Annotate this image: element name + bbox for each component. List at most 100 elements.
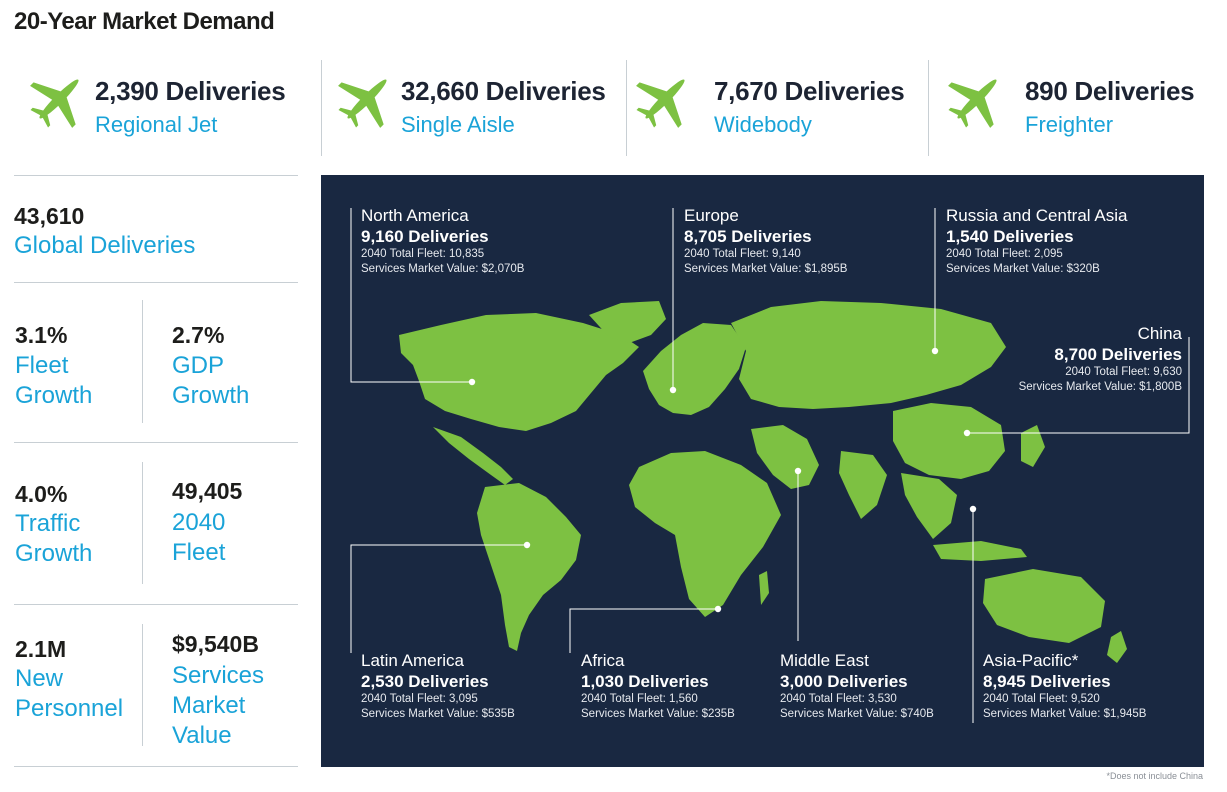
leader-africa	[569, 608, 718, 653]
category-freighter: 890 Deliveries Freighter	[946, 60, 1216, 155]
leader-north-america	[350, 208, 472, 383]
region-fleet: 2040 Total Fleet: 3,095	[361, 693, 478, 705]
region-fleet: 2040 Total Fleet: 9,520	[983, 693, 1100, 705]
divider	[14, 766, 298, 767]
category-deliveries: 2,390 Deliveries	[95, 76, 286, 106]
category-label: Regional Jet	[95, 112, 218, 137]
fleet-growth-label-2: Growth	[15, 382, 93, 409]
region-name: Middle East	[780, 651, 869, 670]
region-name: Latin America	[361, 651, 464, 670]
greenland-landmass	[589, 301, 666, 343]
region-deliveries: 9,160 Deliveries	[361, 227, 489, 246]
region-deliveries: 8,945 Deliveries	[983, 672, 1111, 691]
middle-east-landmass	[751, 425, 819, 489]
category-single-aisle: 32,660 Deliveries Single Aisle	[336, 60, 621, 155]
category-deliveries: 7,670 Deliveries	[714, 76, 905, 106]
services-value: $9,540B	[172, 631, 259, 657]
personnel-label-2: Personnel	[15, 695, 124, 722]
airplane-icon	[948, 79, 997, 128]
japan-landmass	[1021, 425, 1045, 467]
region-asia-pacific: Asia-Pacific* 8,945 Deliveries 2040 Tota…	[983, 651, 1146, 722]
fleet-2040-label-1: 2040	[172, 509, 226, 536]
category-label: Widebody	[714, 112, 812, 137]
airplane-icon	[338, 79, 387, 128]
russia-central-asia-landmass	[731, 301, 1006, 409]
divider	[14, 442, 298, 443]
airplane-icon	[30, 79, 79, 128]
region-deliveries: 1,540 Deliveries	[946, 227, 1074, 246]
marker-africa	[714, 605, 722, 613]
australia-landmass	[983, 569, 1105, 643]
region-name: China	[1137, 324, 1182, 343]
divider	[14, 282, 298, 283]
region-name: North America	[361, 206, 469, 225]
indonesia-landmass	[933, 541, 1027, 561]
south-america-landmass	[477, 483, 581, 651]
divider	[14, 604, 298, 605]
traffic-growth-value: 4.0%	[15, 481, 68, 507]
divider	[142, 624, 143, 746]
europe-landmass	[643, 323, 746, 415]
region-services: Services Market Value: $2,070B	[361, 263, 525, 275]
fleet-growth-label-1: Fleet	[15, 352, 69, 379]
region-deliveries: 8,700 Deliveries	[1054, 345, 1182, 364]
central-america-landmass	[433, 427, 513, 485]
world-map	[350, 208, 1190, 723]
divider	[14, 175, 298, 176]
region-services: Services Market Value: $1,895B	[684, 263, 848, 275]
divider	[142, 462, 143, 584]
north-america-landmass	[399, 313, 639, 431]
region-deliveries: 2,530 Deliveries	[361, 672, 489, 691]
global-deliveries-label: Global Deliveries	[14, 232, 196, 259]
airplane-icon	[636, 79, 685, 128]
region-africa: Africa 1,030 Deliveries 2040 Total Fleet…	[581, 651, 735, 722]
personnel-label-1: New	[15, 665, 64, 692]
gdp-growth-value: 2.7%	[172, 322, 225, 348]
fleet-growth-value: 3.1%	[15, 322, 68, 348]
region-services: Services Market Value: $1,945B	[983, 708, 1147, 720]
footnote: *Does not include China	[1106, 771, 1203, 781]
fleet-2040-label-2: Fleet	[172, 539, 226, 566]
marker-europe	[669, 386, 677, 394]
region-deliveries: 1,030 Deliveries	[581, 672, 709, 691]
region-china: China 8,700 Deliveries 2040 Total Fleet:…	[1019, 324, 1182, 395]
traffic-growth-label-1: Traffic	[15, 510, 81, 537]
continents	[399, 301, 1127, 663]
southeast-asia-landmass	[901, 473, 957, 539]
region-services: Services Market Value: $320B	[946, 263, 1100, 275]
marker-north-america	[468, 378, 476, 386]
india-landmass	[839, 451, 887, 519]
marker-asia-pacific	[969, 505, 977, 513]
category-widebody: 7,670 Deliveries Widebody	[634, 60, 919, 155]
region-services: Services Market Value: $1,800B	[1018, 381, 1182, 393]
region-name: Asia-Pacific*	[983, 651, 1079, 670]
personnel-value: 2.1M	[15, 636, 67, 662]
marker-china	[963, 429, 971, 437]
leader-china	[967, 337, 1190, 434]
marker-latin-america	[523, 541, 531, 549]
region-fleet: 2040 Total Fleet: 2,095	[946, 248, 1063, 260]
leader-lines	[350, 208, 1190, 723]
africa-landmass	[629, 451, 781, 617]
page-title: 20-Year Market Demand	[14, 8, 275, 35]
category-label: Freighter	[1025, 112, 1114, 137]
divider	[142, 300, 143, 423]
gdp-growth-label-1: GDP	[172, 352, 225, 379]
region-latin-america: Latin America 2,530 Deliveries 2040 Tota…	[361, 651, 515, 722]
madagascar-landmass	[759, 571, 769, 605]
region-north-america: North America 9,160 Deliveries 2040 Tota…	[361, 206, 524, 277]
category-label: Single Aisle	[401, 112, 515, 137]
world-map-panel: North America 9,160 Deliveries 2040 Tota…	[321, 175, 1204, 767]
services-label-1: Services	[172, 662, 265, 689]
divider	[321, 60, 322, 156]
region-name: Africa	[581, 651, 625, 670]
fleet-2040-value: 49,405	[172, 478, 243, 504]
leader-latin-america	[350, 544, 527, 653]
region-middle-east: Middle East 3,000 Deliveries 2040 Total …	[780, 651, 934, 722]
region-services: Services Market Value: $235B	[581, 708, 735, 720]
region-fleet: 2040 Total Fleet: 9,140	[684, 248, 801, 260]
region-markers	[468, 347, 977, 613]
services-label-2: Market	[172, 692, 246, 719]
region-services: Services Market Value: $740B	[780, 708, 934, 720]
services-label-3: Value	[172, 722, 232, 749]
